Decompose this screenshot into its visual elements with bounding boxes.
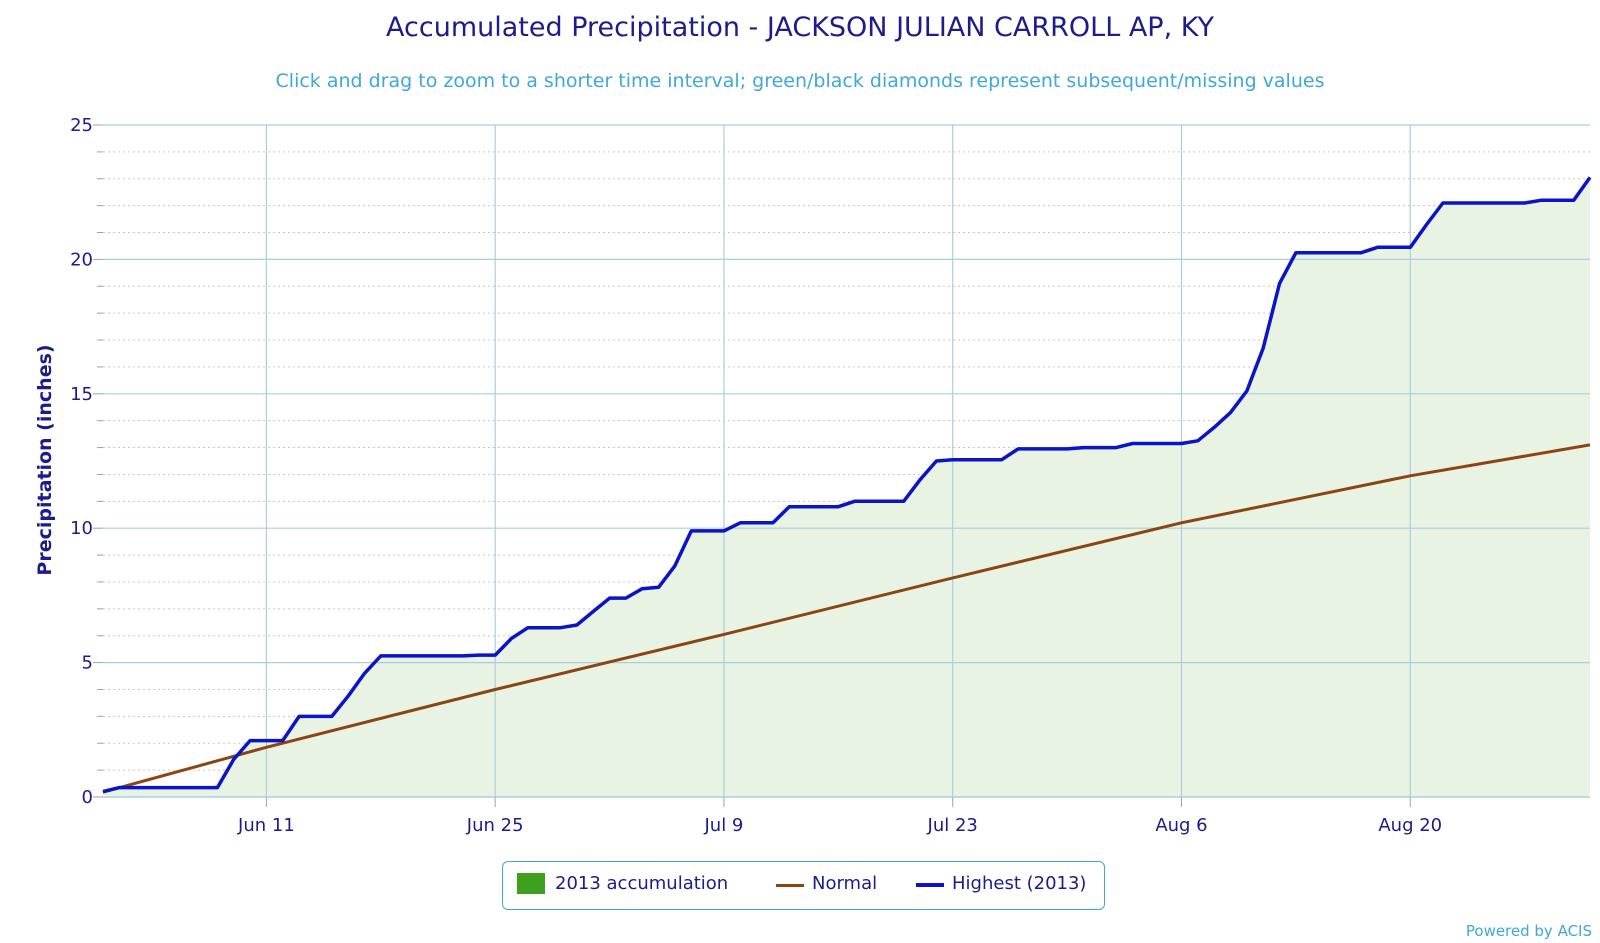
x-tick-label: Jul 9 xyxy=(703,815,743,836)
x-tick-label: Jul 23 xyxy=(927,815,978,836)
legend-label-accumulation[interactable]: 2013 accumulation xyxy=(555,873,729,894)
y-tick-label: 15 xyxy=(70,384,93,405)
legend-label-highest[interactable]: Highest (2013) xyxy=(952,873,1087,894)
y-tick-label: 10 xyxy=(70,518,93,539)
chart-subtitle: Click and drag to zoom to a shorter time… xyxy=(275,70,1325,92)
accumulation-area xyxy=(103,177,1590,797)
y-tick-label: 0 xyxy=(82,787,93,808)
legend-swatch-highest xyxy=(916,883,944,887)
chart-title: Accumulated Precipitation - JACKSON JULI… xyxy=(386,12,1214,43)
highest-2013-line xyxy=(102,176,1592,794)
acis-credit-link[interactable]: Powered by ACIS xyxy=(1465,922,1592,940)
legend-swatch-accumulation xyxy=(517,873,545,894)
x-tick-label: Aug 20 xyxy=(1378,815,1442,836)
x-tick-label: Aug 6 xyxy=(1155,815,1207,836)
normal-line xyxy=(102,443,1591,794)
y-tick-label: 5 xyxy=(82,653,93,674)
y-tick-label: 20 xyxy=(70,249,93,270)
legend-swatch-normal xyxy=(776,884,804,887)
x-tick-label: Jun 11 xyxy=(237,815,295,836)
x-tick-label: Jun 25 xyxy=(466,815,524,836)
chart-legend: 2013 accumulation Normal Highest (2013) xyxy=(502,861,1105,910)
legend-label-normal[interactable]: Normal xyxy=(812,873,878,894)
y-tick-label: 25 xyxy=(70,115,93,136)
